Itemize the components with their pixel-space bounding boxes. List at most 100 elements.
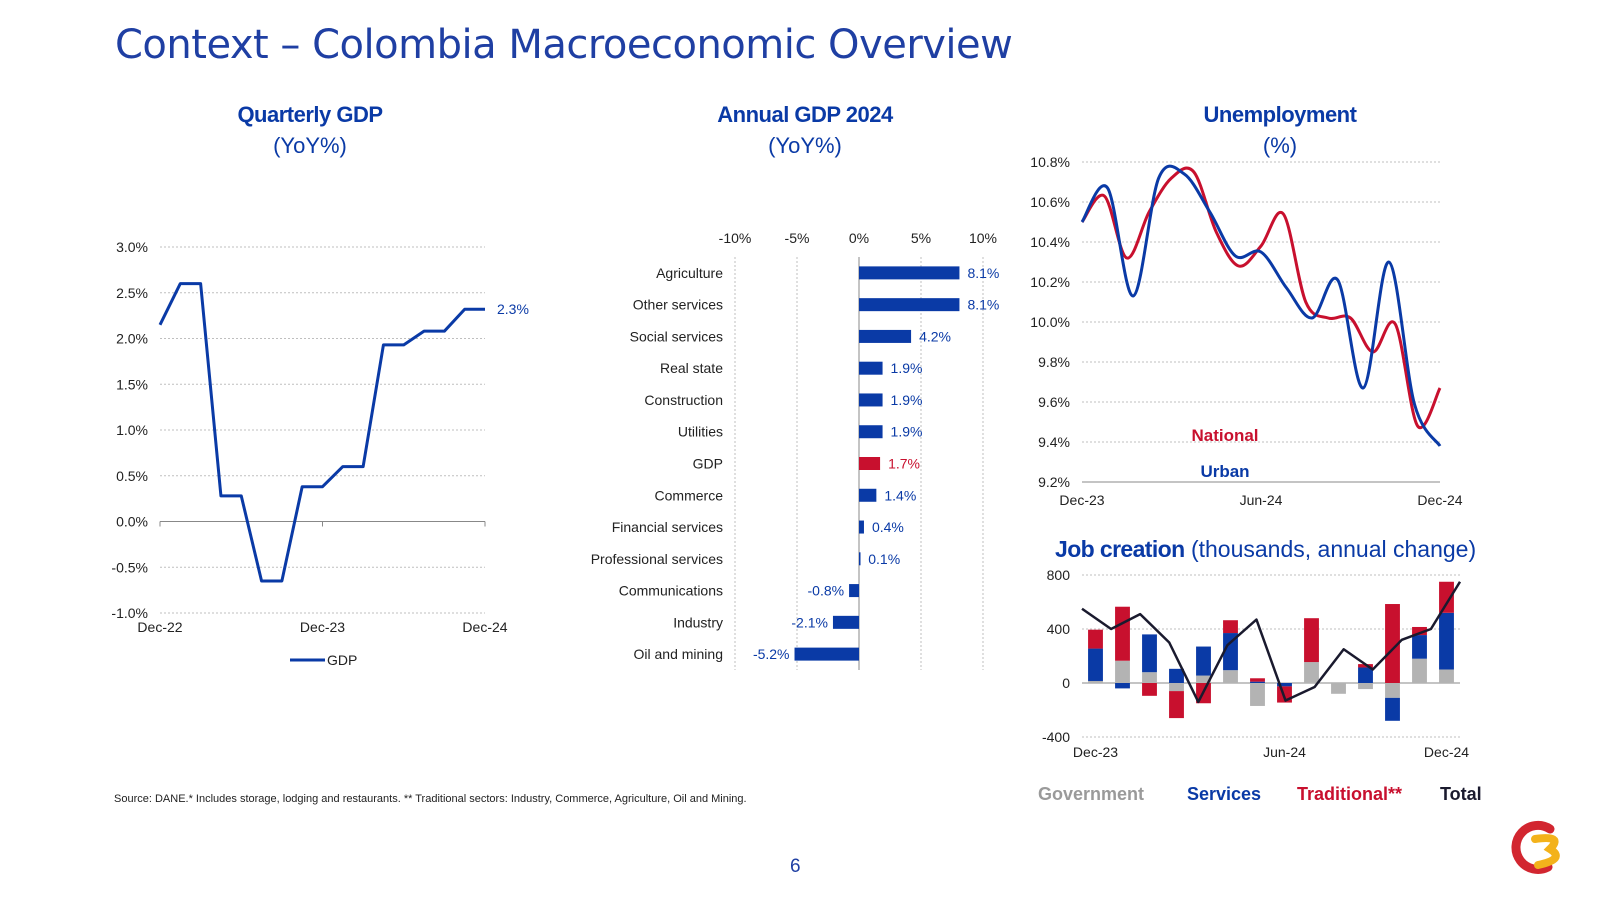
y-tick-label: 10.0% <box>1030 314 1070 330</box>
quarterly-gdp-title: Quarterly GDP <box>237 102 383 127</box>
bar <box>794 647 859 661</box>
traditional-bar-segment <box>1223 620 1238 634</box>
x-tick-label: 0% <box>849 230 869 246</box>
x-tick-label: -5% <box>785 230 810 246</box>
data-label: 1.9% <box>891 392 923 408</box>
government-bar-segment <box>1169 683 1184 692</box>
bar <box>859 329 912 343</box>
bar <box>859 425 883 439</box>
government-bar-segment <box>1250 683 1265 706</box>
national-series-label: National <box>1191 426 1258 445</box>
x-tick-label: Jun-24 <box>1263 744 1306 760</box>
x-tick-label: Jun-24 <box>1240 492 1283 508</box>
bar <box>859 361 883 375</box>
y-tick-label: 9.6% <box>1038 394 1070 410</box>
x-tick-label: 5% <box>911 230 931 246</box>
bar <box>859 393 883 407</box>
y-tick-label: 3.0% <box>116 239 148 255</box>
unemployment-chart: 10.8% 10.6% 10.4% 10.2% 10.0% 9.8% 9.6% 9.4% 9.2… <box>1030 154 1462 508</box>
government-bar-segment <box>1115 660 1130 683</box>
data-label: 1.7% <box>888 456 920 472</box>
urban-series-label: Urban <box>1200 462 1249 481</box>
legend-total: Total <box>1440 784 1482 804</box>
y-tick-label: -0.5% <box>111 559 148 575</box>
category-label: Industry <box>673 614 723 630</box>
y-tick-label: 10.4% <box>1030 234 1070 250</box>
data-label: 0.1% <box>868 551 900 567</box>
traditional-bar-segment <box>1412 626 1427 636</box>
legend-traditional: Traditional** <box>1297 784 1403 804</box>
services-bar-segment <box>1169 668 1184 683</box>
bar <box>859 488 877 502</box>
services-bar-segment <box>1088 648 1103 681</box>
legend-government: Government <box>1038 784 1145 804</box>
bar <box>832 615 859 629</box>
page-number: 6 <box>790 856 801 877</box>
y-tick-label: 800 <box>1047 570 1071 583</box>
category-label: Construction <box>644 392 723 408</box>
government-bar-segment <box>1223 670 1238 683</box>
traditional-bar-segment <box>1304 618 1319 663</box>
y-tick-label: 1.5% <box>116 376 148 392</box>
category-label: Other services <box>633 297 723 313</box>
legend-services: Services <box>1187 784 1262 804</box>
traditional-bar-segment <box>1088 629 1103 649</box>
x-tick-label: Dec-24 <box>462 619 507 635</box>
x-tick-label: Dec-23 <box>1059 492 1104 508</box>
y-tick-label: 10.6% <box>1030 194 1070 210</box>
y-tick-label: 9.4% <box>1038 434 1070 450</box>
data-label: 1.4% <box>884 487 916 503</box>
traditional-bar-segment <box>1250 678 1265 682</box>
x-tick-label: Dec-24 <box>1424 744 1469 760</box>
data-label: 8.1% <box>967 297 999 313</box>
job-creation-title: Job creation (thousands, annual change) <box>1055 536 1476 563</box>
unemployment-title: Unemployment <box>1203 102 1357 127</box>
x-tick-label: Dec-23 <box>300 619 345 635</box>
government-bar-segment <box>1385 683 1400 698</box>
category-label: Commerce <box>655 487 724 503</box>
data-label: 1.9% <box>891 424 923 440</box>
government-bar-segment <box>1277 682 1292 683</box>
bar <box>859 266 960 280</box>
services-bar-segment <box>1385 697 1400 721</box>
annual-gdp-subtitle: (YoY%) <box>768 133 842 158</box>
annual-gdp-title: Annual GDP 2024 <box>717 102 893 127</box>
services-bar-segment <box>1250 681 1265 683</box>
services-bar-segment <box>1412 635 1427 659</box>
government-bar-segment <box>1412 658 1427 683</box>
services-bar-segment <box>1142 634 1157 673</box>
category-label: Financial services <box>612 519 723 535</box>
legend-gdp-label: GDP <box>327 652 357 668</box>
category-label: Professional services <box>591 551 723 567</box>
quarterly-gdp-chart: 3.0%2.5%2.0%1.5%1.0%0.5%0.0%-0.5%-1.0%De… <box>111 239 529 668</box>
y-tick-label: 0.0% <box>116 514 148 530</box>
government-bar-segment <box>1088 680 1103 683</box>
source-footnote: Source: DANE.* Includes storage, lodging… <box>114 793 747 805</box>
x-tick-label: 10% <box>969 230 997 246</box>
category-label: Oil and mining <box>634 646 724 662</box>
bar <box>849 584 859 598</box>
services-bar-segment <box>1115 683 1130 689</box>
gdp-end-label: 2.3% <box>497 301 529 317</box>
category-label: GDP <box>693 456 723 472</box>
bar <box>859 552 861 566</box>
traditional-bar-segment <box>1385 604 1400 683</box>
y-tick-label: 1.0% <box>116 422 148 438</box>
x-tick-label: -10% <box>719 230 752 246</box>
company-logo <box>1511 820 1560 874</box>
annual-gdp-chart: -10% -5% 0% 5% 10% Agriculture 8.1% Other servi… <box>591 230 999 670</box>
y-tick-label: 9.8% <box>1038 354 1070 370</box>
x-tick-label: Dec-22 <box>137 619 182 635</box>
y-tick-label: 2.5% <box>116 285 148 301</box>
data-label: 0.4% <box>872 519 904 535</box>
government-bar-segment <box>1358 683 1373 690</box>
category-label: Social services <box>630 328 723 344</box>
category-label: Communications <box>619 583 723 599</box>
category-label: Agriculture <box>656 265 723 281</box>
total-line <box>1081 581 1462 704</box>
services-bar-segment <box>1223 633 1238 671</box>
traditional-bar-segment <box>1169 691 1184 719</box>
services-bar-segment <box>1196 646 1211 676</box>
government-bar-segment <box>1439 669 1454 683</box>
